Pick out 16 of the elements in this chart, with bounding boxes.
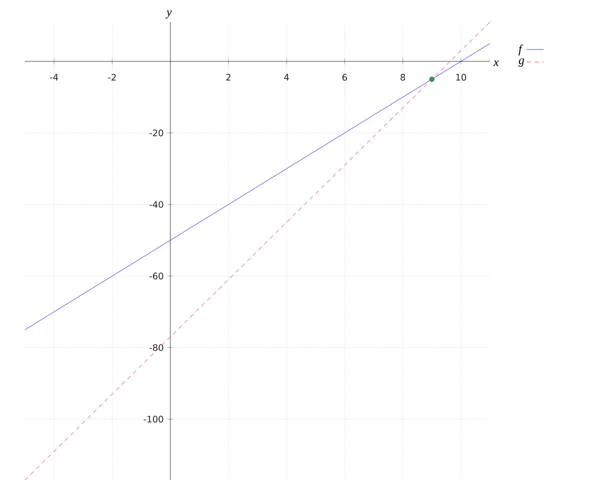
x-tick-label: 10 [456, 74, 466, 81]
x-tick-label: -4 [50, 74, 58, 80]
x-tick-label: 8 [400, 74, 406, 81]
x-tick-label: 2 [226, 74, 230, 81]
legend-label: f [518, 44, 524, 56]
x-axis-title: x [493, 60, 499, 66]
y-tick-label: -80 [150, 344, 164, 351]
legend-label: g [518, 58, 524, 67]
x-tick-label: -2 [108, 74, 116, 81]
x-tick-label: 6 [342, 74, 347, 81]
y-tick-label: -60 [150, 272, 164, 280]
y-tick-label: -20 [150, 130, 164, 136]
y-axis-title: y [165, 10, 172, 18]
x-tick-label: 4 [284, 74, 289, 80]
y-tick-label: -100 [144, 416, 164, 423]
y-tick-label: -40 [150, 201, 164, 208]
